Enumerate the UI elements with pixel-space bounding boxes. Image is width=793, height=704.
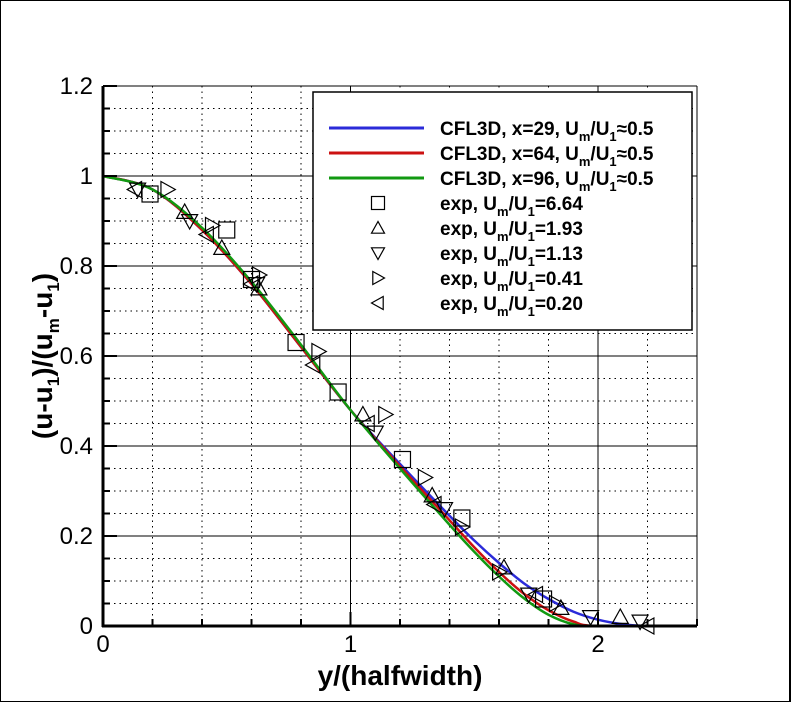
y-axis-label: (u-u1)/(um-u1) <box>27 273 63 439</box>
triangle-up-marker <box>249 279 268 296</box>
legend-entry-label: exp, Um/U1=1.13 <box>440 244 583 269</box>
legend-entry-label: CFL3D, x=29, Um/U1≈0.5 <box>440 119 654 144</box>
x-tick-label: 2 <box>591 631 604 658</box>
triangle-left-marker <box>425 495 442 514</box>
triangle-up-marker <box>353 405 372 422</box>
square-marker <box>453 509 471 527</box>
triangle-left-marker <box>526 585 544 604</box>
x-tick-label: 0 <box>96 631 109 658</box>
triangle-right-marker <box>378 405 395 424</box>
axes <box>101 85 698 628</box>
triangle-up-marker <box>611 607 630 625</box>
y-tick-label: 0.6 <box>60 343 93 370</box>
y-tick-label: 0 <box>80 613 93 640</box>
triangle-right-marker <box>548 594 566 613</box>
triangle-down-marker <box>370 247 386 261</box>
triangle-down-marker <box>631 614 650 631</box>
legend-entry-label: exp, Um/U1=1.93 <box>440 219 583 244</box>
markers <box>125 180 655 636</box>
legend-entry-label: exp, Um/U1=0.20 <box>440 294 583 319</box>
y-tick-label: 0.2 <box>60 523 93 550</box>
triangle-left-marker <box>197 225 214 244</box>
legend-entry-label: exp, Um/U1=6.64 <box>440 194 583 219</box>
triangle-left-marker <box>370 295 384 311</box>
square-marker <box>329 383 347 401</box>
square-marker <box>370 195 386 211</box>
y-tick-label: 1.2 <box>60 73 93 100</box>
triangle-right-marker <box>454 517 472 537</box>
triangle-right-marker <box>417 468 434 487</box>
series-line <box>102 174 698 628</box>
triangle-up-marker <box>370 220 386 234</box>
triangle-left-marker <box>125 180 143 199</box>
triangle-right-marker <box>160 180 177 199</box>
x-axis-label: y/(halfwidth) <box>318 660 483 691</box>
triangle-down-marker <box>581 609 600 627</box>
legend-entry-label: CFL3D, x=96, Um/U1≈0.5 <box>440 169 654 194</box>
triangle-right-marker <box>204 216 222 235</box>
legend-box <box>312 91 693 331</box>
triangle-left-marker <box>242 274 259 294</box>
legend-entry-label: CFL3D, x=64, Um/U1≈0.5 <box>440 144 654 169</box>
triangle-left-marker <box>304 355 321 375</box>
square-marker <box>218 221 236 239</box>
triangle-up-marker <box>175 202 194 219</box>
triangle-down-marker <box>180 214 199 231</box>
triangle-right-marker <box>372 270 386 286</box>
triangle-down-marker <box>519 587 538 604</box>
triangle-right-marker <box>251 265 269 285</box>
triangle-up-marker <box>212 238 231 255</box>
square-marker <box>393 450 412 469</box>
triangle-down-marker <box>366 425 385 442</box>
y-tick-label: 0.4 <box>60 433 93 460</box>
triangle-right-marker <box>492 562 509 582</box>
x-tick-label: 1 <box>344 631 357 658</box>
square-marker <box>287 333 305 352</box>
y-tick-label: 1 <box>80 163 93 190</box>
legend-entry-label: exp, Um/U1=0.41 <box>440 269 583 294</box>
triangle-left-marker <box>358 414 375 433</box>
tick-labels: 0 0.2 0.4 0.6 0.8 1 1.2 0 1 2 <box>60 73 605 658</box>
triangle-down-marker <box>247 277 266 294</box>
triangle-right-marker <box>311 342 328 361</box>
y-tick-label: 0.8 <box>60 253 93 280</box>
